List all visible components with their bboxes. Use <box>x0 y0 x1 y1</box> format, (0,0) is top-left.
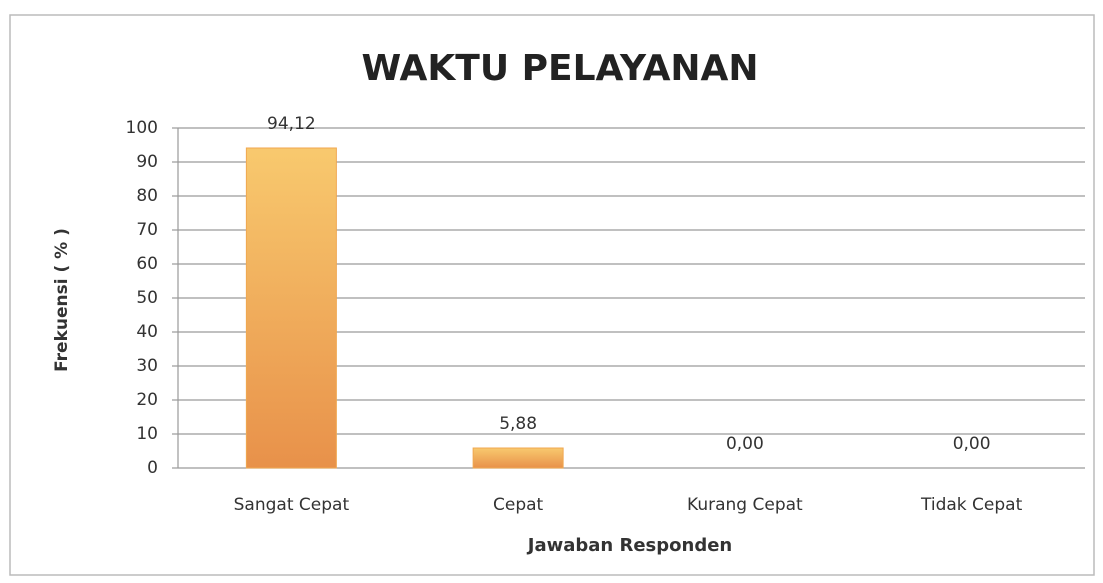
data-label: 0,00 <box>953 434 991 454</box>
x-tick-label: Cepat <box>493 495 544 515</box>
chart-frame <box>9 14 1095 576</box>
y-tick-label: 30 <box>136 356 158 376</box>
y-tick-label: 80 <box>136 186 158 206</box>
y-tick-label: 90 <box>136 152 158 172</box>
chart-title: WAKTU PELAYANAN <box>361 48 758 89</box>
y-tick-label: 20 <box>136 390 158 410</box>
bar <box>245 147 337 469</box>
data-label: 94,12 <box>267 114 316 134</box>
data-label: 5,88 <box>499 414 537 434</box>
x-tick-label: Sangat Cepat <box>234 495 350 515</box>
y-tick-label: 100 <box>126 118 158 138</box>
y-axis-label: Frekuensi ( % ) <box>52 228 72 372</box>
y-tick-label: 10 <box>136 424 158 444</box>
y-tick-label: 50 <box>136 288 158 308</box>
y-tick-label: 0 <box>147 458 158 478</box>
y-tick-label: 40 <box>136 322 158 342</box>
bar <box>472 447 564 469</box>
x-tick-label: Kurang Cepat <box>687 495 803 515</box>
y-tick-label: 70 <box>136 220 158 240</box>
data-label: 0,00 <box>726 434 764 454</box>
x-tick-label: Tidak Cepat <box>920 495 1023 515</box>
x-axis-label: Jawaban Responden <box>526 535 733 556</box>
y-tick-label: 60 <box>136 254 158 274</box>
